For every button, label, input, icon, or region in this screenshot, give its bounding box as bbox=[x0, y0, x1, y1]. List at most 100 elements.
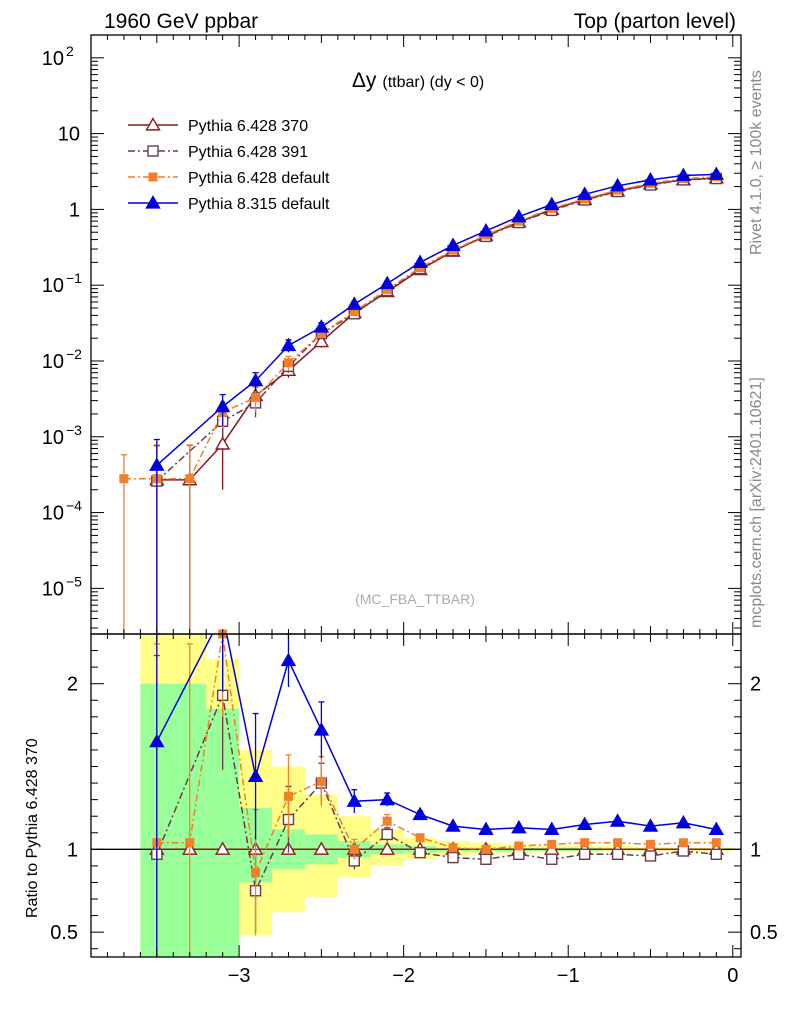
ratio-point bbox=[382, 816, 392, 826]
ratio-point bbox=[445, 818, 461, 832]
ratio-point bbox=[708, 821, 725, 836]
ratio-point bbox=[675, 814, 692, 829]
y-tick-exponent: 2 bbox=[66, 43, 74, 59]
data-point bbox=[346, 296, 362, 310]
data-point bbox=[642, 171, 659, 186]
series-pythia-6-428-370 bbox=[149, 170, 725, 634]
y-tick-exponent: −5 bbox=[66, 573, 82, 589]
ratio-point bbox=[480, 853, 492, 865]
legend-label: Pythia 6.428 391 bbox=[188, 144, 308, 161]
y-tick-exponent: −4 bbox=[66, 498, 82, 514]
data-point bbox=[576, 186, 593, 200]
data-point bbox=[214, 436, 231, 450]
data-point bbox=[214, 398, 231, 413]
ratio-point bbox=[642, 818, 659, 832]
ratio-tick-label-left: 2 bbox=[67, 674, 78, 696]
ratio-point bbox=[678, 838, 688, 848]
data-point bbox=[313, 319, 330, 333]
ratio-point bbox=[448, 843, 458, 853]
ratio-tick-label-right: 1 bbox=[750, 839, 761, 861]
series-pythia-6-428-default bbox=[119, 172, 721, 634]
watermark: (MC_FBA_TTBAR) bbox=[355, 591, 475, 607]
ratio-point bbox=[511, 819, 527, 834]
y-tick-label: 10 bbox=[42, 275, 64, 297]
x-tick-label: −1 bbox=[557, 965, 580, 987]
axes-frames bbox=[90, 34, 742, 958]
data-point bbox=[280, 337, 297, 352]
data-point bbox=[379, 275, 395, 290]
y-tick-label: 10 bbox=[42, 578, 64, 600]
y-tick-label: 10 bbox=[42, 503, 64, 525]
ratio-tick-label-left: 0.5 bbox=[50, 922, 78, 944]
ratio-line bbox=[156, 634, 717, 876]
header-left: 1960 GeV ppbar bbox=[104, 10, 258, 33]
ratio-point bbox=[544, 821, 560, 836]
legend-swatch-marker bbox=[148, 172, 158, 182]
ratio-frame bbox=[90, 633, 742, 958]
series-line bbox=[156, 177, 717, 482]
series-pythia-6-428-391 bbox=[151, 172, 723, 634]
ratio-ylabel: Ratio to Pythia 6.428 370 bbox=[24, 738, 41, 918]
ratio-tick-label-right: 2 bbox=[750, 674, 761, 696]
ratio-point bbox=[415, 833, 425, 843]
legend-swatch-marker bbox=[147, 145, 159, 157]
data-point bbox=[609, 177, 626, 192]
ratio-point bbox=[514, 841, 524, 851]
legend-entry: Pythia 6.428 default bbox=[128, 170, 330, 187]
plot-title: Δy (ttbar) (dy < 0) bbox=[352, 69, 484, 92]
legend-swatch-marker bbox=[145, 195, 161, 209]
ratio-point bbox=[316, 776, 326, 786]
ratio-point bbox=[283, 791, 293, 801]
main-series-layer bbox=[119, 166, 725, 634]
ratio-point bbox=[547, 839, 557, 849]
ratio-point bbox=[710, 848, 723, 861]
ratio-tick-label-right: 0.5 bbox=[750, 922, 778, 944]
series-line bbox=[156, 173, 717, 466]
ratio-point bbox=[247, 768, 264, 783]
data-point bbox=[445, 237, 461, 251]
data-point bbox=[313, 333, 330, 348]
ratio-point bbox=[381, 828, 393, 841]
ratio-point bbox=[711, 838, 721, 848]
ratio-point bbox=[379, 841, 395, 855]
ratio-point bbox=[645, 839, 655, 849]
ratio-point bbox=[613, 838, 623, 848]
ratio-point bbox=[677, 845, 690, 857]
ratio-point bbox=[478, 821, 494, 836]
ratio-point bbox=[546, 853, 558, 865]
ratio-point bbox=[313, 841, 330, 855]
x-tick-label: −2 bbox=[392, 965, 415, 987]
ratio-point bbox=[185, 838, 195, 848]
y-tick-label: 10 bbox=[42, 351, 64, 373]
ratio-point bbox=[313, 722, 330, 736]
data-point bbox=[708, 166, 725, 180]
ratio-point bbox=[346, 793, 362, 807]
data-point bbox=[149, 457, 165, 471]
ratio-point bbox=[644, 850, 657, 862]
y-tick-exponent: −1 bbox=[66, 270, 82, 286]
legend-label: Pythia 6.428 default bbox=[188, 170, 330, 187]
legend-entry: Pythia 6.428 370 bbox=[128, 117, 308, 135]
data-point bbox=[511, 208, 527, 223]
series-line bbox=[123, 175, 717, 480]
ratio-point bbox=[576, 816, 593, 831]
data-point bbox=[185, 474, 195, 484]
ratio-point bbox=[611, 848, 624, 861]
ratio-point bbox=[251, 868, 261, 878]
ratio-point bbox=[513, 848, 525, 861]
legend: Pythia 6.428 370 Pythia 6.428 391 Pythia 6… bbox=[128, 117, 330, 213]
data-point bbox=[119, 474, 129, 484]
ratio-tick-label-left: 1 bbox=[67, 839, 78, 861]
ratio-point bbox=[578, 848, 591, 861]
x-tick-label: 0 bbox=[727, 965, 738, 987]
legend-swatch-marker bbox=[145, 117, 161, 131]
ratio-point bbox=[149, 733, 165, 748]
data-point bbox=[412, 254, 428, 268]
ratio-point bbox=[412, 806, 428, 821]
data-point bbox=[251, 392, 261, 402]
x-tick-label: −3 bbox=[228, 965, 251, 987]
ratio-series-layer bbox=[149, 629, 725, 957]
